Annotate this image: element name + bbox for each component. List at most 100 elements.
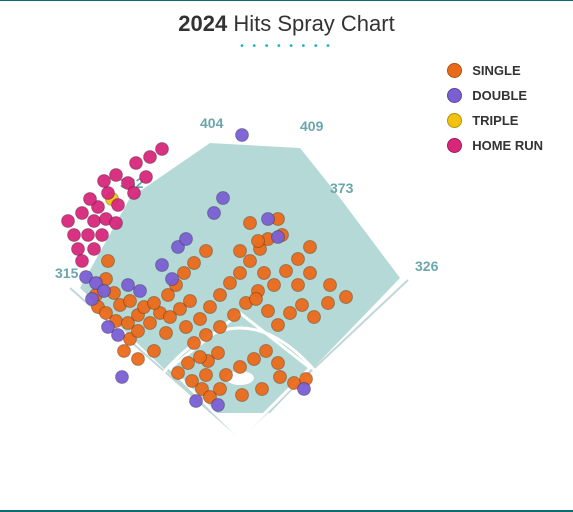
hit-single	[160, 327, 173, 340]
title-underline: • • • • • • • •	[0, 41, 573, 52]
hit-single	[214, 321, 227, 334]
hit-double	[190, 395, 203, 408]
hit-single	[324, 279, 337, 292]
hit-single	[188, 337, 201, 350]
hit-single	[132, 325, 145, 338]
hit-homerun	[96, 229, 109, 242]
hit-homerun	[68, 229, 81, 242]
legend-swatch	[447, 88, 462, 103]
hit-homerun	[140, 171, 153, 184]
hit-single	[252, 235, 265, 248]
hit-double	[116, 371, 129, 384]
legend-item: DOUBLE	[447, 88, 543, 103]
hit-single	[340, 291, 353, 304]
hit-homerun	[98, 175, 111, 188]
hit-single	[200, 369, 213, 382]
distance-label: 326	[415, 258, 439, 274]
hit-single	[188, 257, 201, 270]
hit-single	[212, 347, 225, 360]
hit-double	[180, 233, 193, 246]
hit-homerun	[110, 169, 123, 182]
hit-single	[236, 389, 249, 402]
legend-label: HOME RUN	[472, 138, 543, 153]
legend-item: HOME RUN	[447, 138, 543, 153]
hit-single	[234, 361, 247, 374]
hit-single	[262, 305, 275, 318]
hit-homerun	[82, 229, 95, 242]
hit-single	[224, 277, 237, 290]
hit-single	[194, 351, 207, 364]
hit-double	[98, 285, 111, 298]
distance-label: 315	[55, 265, 79, 281]
hit-homerun	[144, 151, 157, 164]
hit-single	[132, 353, 145, 366]
hit-single	[180, 321, 193, 334]
hit-homerun	[76, 207, 89, 220]
hit-single	[304, 241, 317, 254]
title-rest: Hits Spray Chart	[227, 11, 395, 36]
hit-single	[204, 301, 217, 314]
legend-label: TRIPLE	[472, 113, 518, 128]
legend-item: TRIPLE	[447, 113, 543, 128]
hit-double	[272, 231, 285, 244]
hit-single	[200, 245, 213, 258]
hit-single	[172, 367, 185, 380]
hit-single	[234, 267, 247, 280]
hit-single	[256, 383, 269, 396]
spray-chart: 315362404409373326	[10, 63, 440, 483]
hit-homerun	[128, 187, 141, 200]
hit-single	[220, 369, 233, 382]
hit-single	[296, 299, 309, 312]
hit-homerun	[156, 143, 169, 156]
hit-single	[250, 293, 263, 306]
hit-single	[194, 313, 207, 326]
hit-double	[208, 207, 221, 220]
distance-label: 404	[200, 115, 224, 131]
hit-double	[298, 383, 311, 396]
hit-single	[178, 267, 191, 280]
distance-label: 373	[330, 180, 354, 196]
hit-single	[148, 345, 161, 358]
hit-single	[274, 371, 287, 384]
legend-swatch	[447, 113, 462, 128]
hit-double	[86, 293, 99, 306]
hit-single	[124, 295, 137, 308]
hit-homerun	[88, 243, 101, 256]
hit-homerun	[102, 187, 115, 200]
hit-single	[322, 297, 335, 310]
hit-single	[234, 245, 247, 258]
hit-homerun	[112, 199, 125, 212]
hit-double	[134, 285, 147, 298]
hit-single	[260, 345, 273, 358]
hit-single	[184, 295, 197, 308]
legend: SINGLE DOUBLE TRIPLE HOME RUN	[447, 63, 543, 163]
hit-single	[102, 255, 115, 268]
hit-double	[166, 273, 179, 286]
title-year: 2024	[178, 11, 227, 36]
distance-label: 409	[300, 118, 324, 134]
hit-single	[200, 329, 213, 342]
hit-single	[272, 357, 285, 370]
hit-double	[217, 192, 230, 205]
hit-single	[182, 357, 195, 370]
hit-single	[280, 265, 293, 278]
hit-single	[248, 353, 261, 366]
hit-homerun	[88, 215, 101, 228]
hit-single	[268, 279, 281, 292]
legend-swatch	[447, 138, 462, 153]
hit-single	[228, 309, 241, 322]
hit-single	[292, 279, 305, 292]
chart-title: 2024 Hits Spray Chart	[0, 11, 573, 37]
legend-label: DOUBLE	[472, 88, 527, 103]
hit-homerun	[110, 217, 123, 230]
hit-homerun	[84, 193, 97, 206]
hit-single	[244, 255, 257, 268]
hit-single	[244, 217, 257, 230]
legend-item: SINGLE	[447, 63, 543, 78]
hit-single	[118, 345, 131, 358]
hit-single	[308, 311, 321, 324]
legend-label: SINGLE	[472, 63, 520, 78]
hit-double	[212, 399, 225, 412]
hit-single	[144, 317, 157, 330]
hit-single	[272, 319, 285, 332]
